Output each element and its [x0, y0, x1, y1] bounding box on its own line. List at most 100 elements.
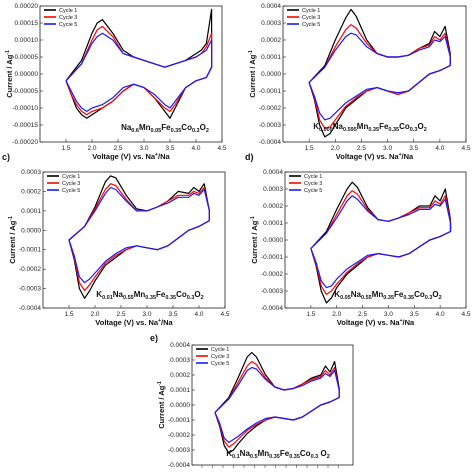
- y-axis-label: Current / Ag-1: [8, 216, 17, 264]
- y-tick-label: 0.0002: [261, 37, 281, 44]
- y-axis-label: Current / Ag-1: [157, 381, 166, 429]
- x-tick-label: 2.0: [87, 145, 96, 152]
- y-tick-label: -0.0004: [259, 139, 281, 146]
- y-tick-label: 0.0001: [21, 208, 41, 215]
- y-tick-label: -0.0003: [259, 122, 281, 129]
- y-tick-label: 0.0003: [263, 186, 283, 193]
- x-tick-label: 1.5: [306, 311, 315, 318]
- legend-label: Cycle 5: [62, 188, 80, 194]
- y-tick-label: 0.0000: [21, 227, 41, 234]
- series-line-cycle-5: [310, 195, 452, 289]
- legend-label: Cycle 3: [304, 181, 322, 187]
- x-tick-label: 3.0: [383, 145, 392, 152]
- x-tick-label: 1.5: [305, 145, 314, 152]
- y-tick-label: 0.0001: [170, 387, 190, 394]
- cv-panel-1: 0.00020 0.00015 0.00010 0.00005 0.00000 -0.00…: [5, 3, 227, 161]
- x-tick-label: 1.5: [61, 145, 70, 152]
- y-tick-label: 0.0002: [170, 372, 190, 379]
- composition-label: Na0.6Mn0.05Fe0.35Co0.3O2: [121, 123, 209, 134]
- series-line-cycle-5: [214, 366, 340, 444]
- y-tick-label: -0.0002: [259, 105, 281, 112]
- legend-label: Cycle 1: [304, 174, 322, 180]
- composition-label: K0.005Na0.595Mn0.35Fe0.35Co0.3O2: [313, 122, 427, 133]
- y-axis-label: Current / Ag-1: [250, 216, 259, 264]
- x-tick-label: 3.0: [139, 145, 148, 152]
- y-axis-label: Current / Ag-1: [5, 50, 14, 98]
- x-tick-label: 1.5: [64, 311, 73, 318]
- y-tick-label: -0.0001: [19, 247, 41, 254]
- y-tick-label: -0.0003: [168, 447, 190, 454]
- y-tick-label: 0.00015: [15, 20, 39, 27]
- y-tick-label: 0.0003: [261, 20, 281, 27]
- legend-label: Cycle 5: [59, 22, 77, 28]
- x-tick-label: 2.0: [332, 311, 341, 318]
- x-tick-label: 3.5: [165, 145, 174, 152]
- y-tick-label: -0.0002: [261, 271, 283, 278]
- x-tick-label: 2.0: [331, 145, 340, 152]
- x-axis-label: Voltage (V) vs. Na+/Na: [95, 318, 173, 327]
- legend-label: Cycle 3: [211, 354, 229, 360]
- x-tick-label: 4.5: [461, 145, 470, 152]
- x-tick-label: 2.5: [357, 145, 366, 152]
- plot-frame: [191, 344, 354, 466]
- plot-frame: [284, 171, 467, 309]
- series-line-cycle-5: [65, 32, 213, 112]
- y-tick-label: 0.00000: [15, 71, 39, 78]
- composition-label: K0.01Na0.55Mn0.35Fe0.35Co0.3O2: [96, 290, 203, 301]
- y-tick-label: -0.0002: [19, 266, 41, 273]
- y-tick-label: -0.0003: [261, 288, 283, 295]
- x-axis-label: Voltage (V) vs. Na+/Na: [337, 318, 415, 327]
- y-tick-label: 0.0003: [21, 169, 41, 176]
- composition-label: K0.05Na0.55Mn0.35Fe0.35Co0.3O2: [334, 290, 441, 301]
- y-tick-label: -0.00005: [12, 88, 38, 95]
- y-tick-label: 0.0004: [170, 342, 190, 349]
- x-tick-label: 4.5: [461, 311, 470, 318]
- y-tick-label: -0.0003: [19, 286, 41, 293]
- plot-frame: [282, 5, 467, 143]
- x-tick-label: 4.0: [436, 311, 445, 318]
- composition-label: K0.1Na0.5Mn0.35Fe0.35Co0.3 O2: [226, 449, 330, 460]
- y-tick-label: 0.0001: [263, 220, 283, 227]
- x-tick-label: 3.5: [410, 311, 419, 318]
- legend-label: Cycle 5: [211, 361, 229, 367]
- y-tick-label: -0.00010: [12, 105, 38, 112]
- y-tick-label: -0.00020: [12, 139, 38, 146]
- y-tick-label: 0.00010: [15, 37, 39, 44]
- y-tick-label: -0.0004: [261, 305, 283, 312]
- y-tick-label: 0.0001: [261, 54, 281, 61]
- legend-label: Cycle 3: [302, 15, 320, 21]
- x-tick-label: 4.5: [220, 311, 229, 318]
- x-axis-label: Voltage (V) vs. Na+/Na: [92, 152, 170, 161]
- y-tick-label: 0.0002: [21, 188, 41, 195]
- legend-label: Cycle 1: [59, 8, 77, 14]
- y-tick-label: -0.0004: [19, 305, 41, 312]
- x-tick-label: 3.5: [168, 311, 177, 318]
- x-tick-label: 4.5: [217, 145, 226, 152]
- legend-label: Cycle 3: [59, 15, 77, 21]
- x-tick-label: 3.0: [142, 311, 151, 318]
- x-tick-label: 4.0: [191, 145, 200, 152]
- x-tick-label: 4.0: [194, 311, 203, 318]
- x-axis-label: Voltage (V) vs. Na+/Na: [336, 152, 414, 161]
- x-tick-label: 2.0: [90, 311, 99, 318]
- cv-panel-3: 0.0003 0.0002 0.0001 0.0000 -0.0001 -0.0002 -0…: [2, 152, 230, 327]
- x-tick-label: 2.5: [113, 145, 122, 152]
- y-tick-label: -0.0001: [261, 254, 283, 261]
- y-tick-label: 0.0004: [261, 3, 281, 10]
- plot-frame: [39, 5, 223, 143]
- y-tick-label: -0.0002: [168, 432, 190, 439]
- panel-label: e): [150, 333, 158, 343]
- x-tick-label: 3.0: [384, 311, 393, 318]
- y-tick-label: 0.0000: [170, 402, 190, 409]
- x-tick-label: 4.0: [435, 145, 444, 152]
- y-tick-label: 0.0000: [263, 237, 283, 244]
- y-tick-label: -0.0001: [168, 417, 190, 424]
- cv-panel-5: 0.0004 0.0003 0.0002 0.0001 0.0000 -0.0001 -0.…: [150, 333, 354, 469]
- y-tick-label: 0.00005: [15, 54, 39, 61]
- legend-label: Cycle 1: [62, 174, 80, 180]
- legend-label: Cycle 5: [304, 188, 322, 194]
- y-tick-label: 0.0000: [261, 71, 281, 78]
- series-line-cycle-5: [308, 32, 451, 121]
- y-tick-label: 0.0004: [263, 169, 283, 176]
- cv-panel-4: 0.0004 0.0003 0.0002 0.0001 0.0000 -0.0001 -0.…: [245, 152, 471, 327]
